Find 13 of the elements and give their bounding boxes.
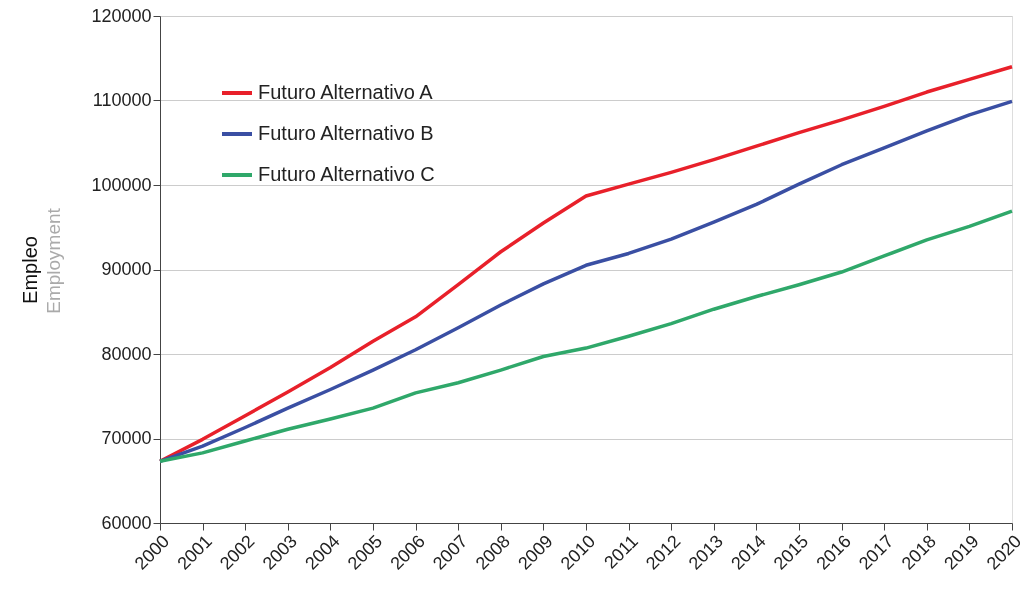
y-tick-label: 70000 — [101, 428, 152, 448]
y-tick-label: 100000 — [91, 174, 152, 195]
y-tick-label: 80000 — [101, 343, 152, 364]
y-tick-label: 110000 — [92, 90, 152, 110]
y-axis-title: Empleo — [19, 236, 42, 304]
y-tick-label: 60000 — [101, 512, 152, 533]
legend-label: Futuro Alternativo A — [258, 81, 434, 103]
line-series — [158, 209, 1014, 464]
text: Employment — [43, 207, 64, 314]
legend-label: Futuro Alternativo B — [258, 122, 434, 144]
y-tick-label: 120000 — [91, 5, 152, 26]
y-tick-label: 90000 — [101, 259, 152, 279]
legend-label: Futuro Alternativo C — [258, 163, 435, 185]
